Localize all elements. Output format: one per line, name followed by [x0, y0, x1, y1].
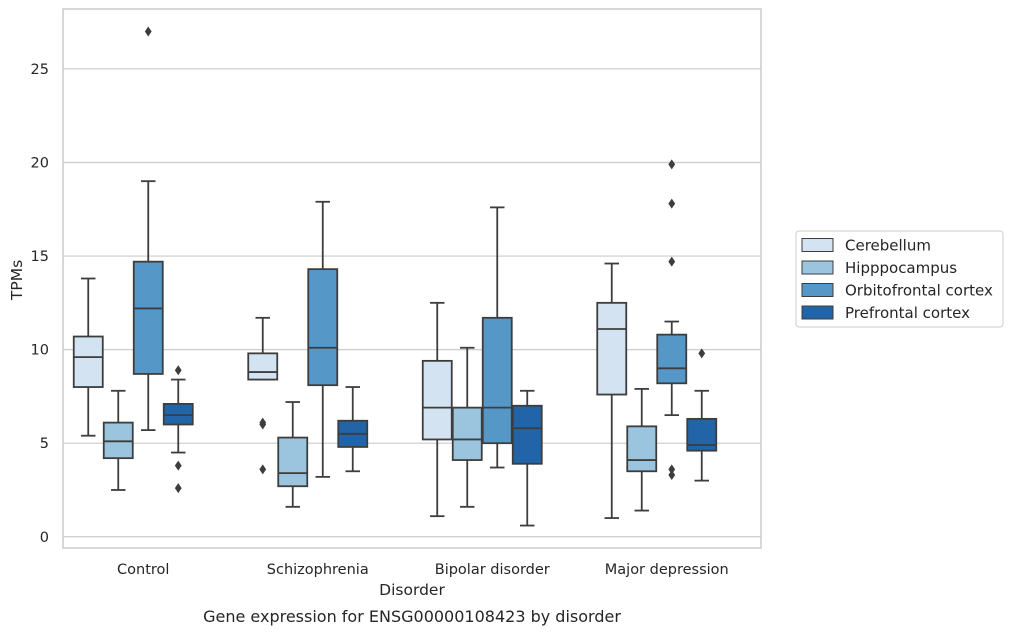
legend-item-prefrontal-cortex: Prefrontal cortex	[801, 304, 970, 322]
plot-frame	[62, 8, 762, 549]
y-axis-ticks: 0 5 10 15 20 25	[31, 62, 49, 546]
y-tick-label-25: 25	[31, 62, 49, 78]
legend-label: Orbitofrontal cortex	[845, 282, 993, 300]
outlier-point	[259, 419, 267, 430]
box-prefrontal-cortex-bipolar-disorder	[511, 389, 543, 527]
box-body	[162, 402, 194, 426]
legend-item-cerebellum: Cerebellum	[801, 237, 931, 255]
y-tick-label-5: 5	[40, 436, 49, 452]
box-body	[72, 335, 104, 388]
outlier-point	[144, 26, 152, 37]
box-body	[132, 260, 164, 375]
box-body	[596, 301, 628, 396]
outlier-point	[174, 460, 182, 471]
box-cerebellum-control	[72, 277, 104, 437]
outlier-point	[668, 256, 676, 267]
box-body	[626, 425, 658, 473]
outlier-point	[174, 365, 182, 376]
box-cerebellum-bipolar-disorder	[421, 301, 453, 518]
legend-swatch	[801, 260, 834, 275]
box-prefrontal-cortex-control	[162, 365, 194, 494]
legend-label: Prefrontal cortex	[845, 304, 970, 322]
box-body	[656, 333, 688, 385]
x-tick-label-control: Control	[117, 562, 169, 578]
box-cerebellum-schizophrenia	[247, 316, 279, 475]
box-body	[277, 436, 309, 488]
outlier-point	[668, 159, 676, 170]
legend-frame	[795, 230, 1004, 328]
box-body	[247, 352, 279, 381]
legend: Cerebellum Hipppocampus Orbitofrontal cort…	[795, 230, 1004, 328]
legend-swatch	[801, 305, 834, 320]
box-body	[451, 406, 483, 461]
box-hipppocampus-bipolar-disorder	[451, 346, 483, 508]
legend-label: Hipppocampus	[845, 259, 957, 277]
y-tick-label-20: 20	[31, 155, 49, 171]
box-body	[421, 359, 453, 441]
x-axis-ticks: Control Schizophrenia Bipolar disorder Majo…	[117, 562, 729, 578]
box-prefrontal-cortex-schizophrenia	[337, 386, 369, 473]
x-tick-label-schizophrenia: Schizophrenia	[267, 562, 369, 578]
y-tick-label-0: 0	[40, 530, 49, 546]
box-orbitofrontal-cortex-control	[132, 26, 164, 431]
box-prefrontal-cortex-major-depression	[686, 348, 718, 482]
box-body	[307, 268, 339, 387]
series-prefrontal-cortex	[162, 348, 718, 527]
box-cerebellum-major-depression	[596, 262, 628, 519]
box-hipppocampus-schizophrenia	[277, 401, 309, 508]
outlier-point	[174, 483, 182, 494]
outlier-point	[698, 348, 706, 359]
legend-swatch	[801, 283, 834, 297]
y-tick-label-10: 10	[31, 343, 49, 359]
series-hipppocampus	[102, 346, 658, 512]
chart-caption: Gene expression for ENSG00000108423 by d…	[203, 607, 621, 626]
box-orbitofrontal-cortex-major-depression	[656, 159, 688, 481]
box-orbitofrontal-cortex-bipolar-disorder	[481, 206, 513, 469]
series-cerebellum	[72, 262, 628, 519]
legend-label: Cerebellum	[845, 237, 931, 255]
x-tick-label-major-depression: Major depression	[605, 562, 729, 578]
box-body	[102, 421, 134, 460]
y-axis-title: TPMs	[8, 260, 26, 301]
legend-item-hipppocampus: Hipppocampus	[801, 259, 957, 277]
box-hipppocampus-major-depression	[626, 388, 658, 512]
y-tick-label-15: 15	[31, 249, 49, 265]
legend-item-orbitofrontal-cortex: Orbitofrontal cortex	[801, 282, 993, 300]
box-plot-area	[72, 26, 718, 527]
box-hipppocampus-control	[102, 389, 134, 491]
outlier-point	[668, 198, 676, 209]
series-orbitofrontal-cortex	[132, 26, 688, 481]
box-body	[511, 404, 543, 465]
outlier-point	[668, 470, 676, 481]
outlier-point	[259, 464, 267, 475]
outlier-point	[668, 464, 676, 475]
x-tick-label-bipolar-disorder: Bipolar disorder	[435, 562, 550, 578]
grid-lines	[63, 68, 761, 538]
x-axis-title: Disorder	[379, 581, 445, 599]
box-body	[481, 316, 513, 445]
legend-swatch	[801, 238, 834, 252]
box-orbitofrontal-cortex-schizophrenia	[307, 200, 339, 478]
legend-items: Cerebellum Hipppocampus Orbitofrontal cort…	[801, 237, 993, 322]
